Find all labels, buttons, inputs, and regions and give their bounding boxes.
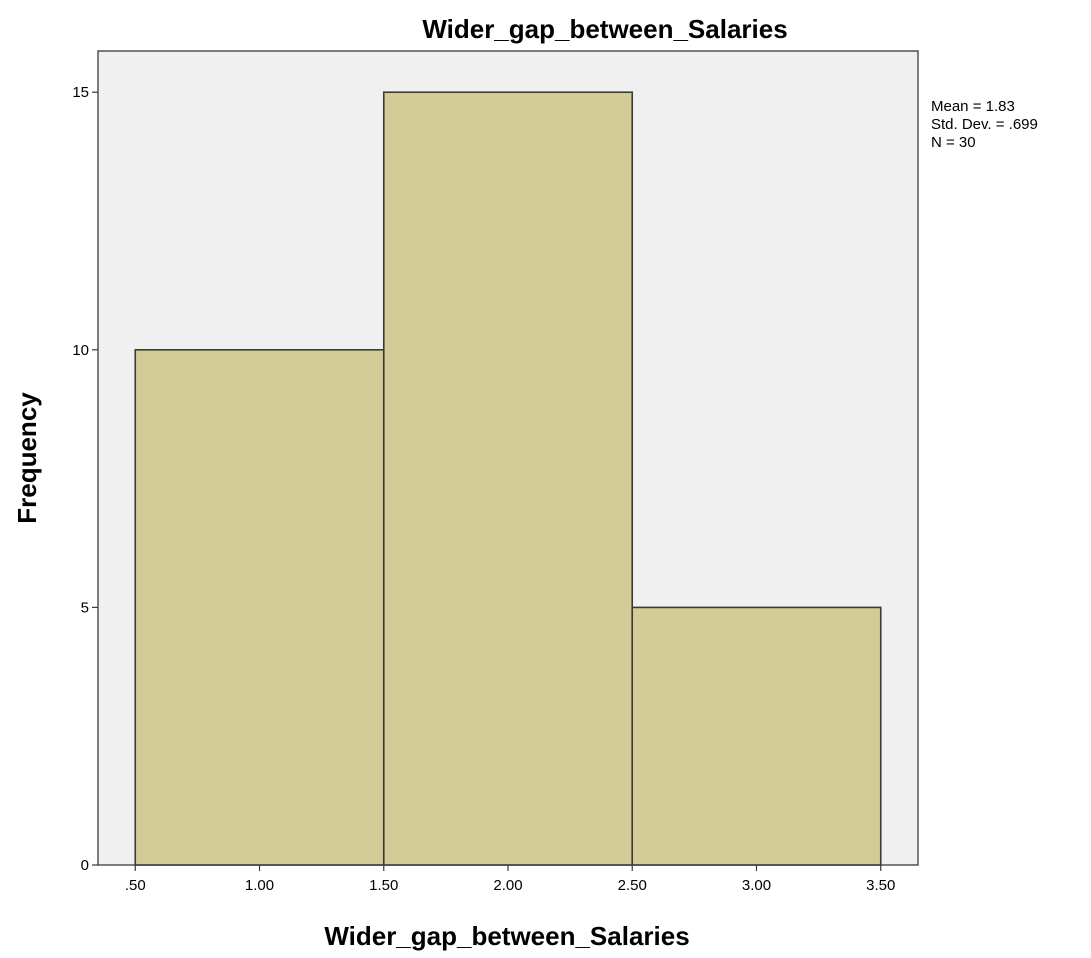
chart-title: Wider_gap_between_Salaries bbox=[422, 14, 787, 44]
x-tick-label-7: 3.50 bbox=[866, 877, 895, 894]
y-axis: 0 5 10 15 bbox=[72, 84, 98, 874]
stats-std-dev: Std. Dev. = .699 bbox=[931, 116, 1038, 133]
statistics-box: Mean = 1.83 Std. Dev. = .699 N = 30 bbox=[931, 98, 1038, 151]
x-axis: .50 1.00 1.50 2.00 2.50 3.00 3.50 bbox=[125, 865, 895, 894]
x-tick-label-3: 1.50 bbox=[369, 877, 398, 894]
stats-n: N = 30 bbox=[931, 134, 976, 151]
x-tick-label-1: .50 bbox=[125, 877, 146, 894]
x-tick-label-6: 3.00 bbox=[742, 877, 771, 894]
y-tick-label-4: 15 bbox=[72, 84, 89, 101]
y-axis-title: Frequency bbox=[12, 392, 42, 524]
histogram-bar-1 bbox=[134, 349, 385, 866]
y-tick-label-3: 10 bbox=[72, 342, 89, 359]
x-axis-title: Wider_gap_between_Salaries bbox=[324, 921, 689, 951]
x-tick-label-2: 1.00 bbox=[245, 877, 274, 894]
x-tick-label-4: 2.00 bbox=[493, 877, 522, 894]
y-tick-label-2: 5 bbox=[81, 599, 89, 616]
x-tick-label-5: 2.50 bbox=[618, 877, 647, 894]
bars-group bbox=[134, 91, 882, 866]
histogram-bar-3 bbox=[631, 606, 882, 866]
stats-mean: Mean = 1.83 bbox=[931, 98, 1015, 115]
histogram-bar-2 bbox=[382, 91, 634, 866]
y-tick-label-1: 0 bbox=[81, 857, 89, 874]
